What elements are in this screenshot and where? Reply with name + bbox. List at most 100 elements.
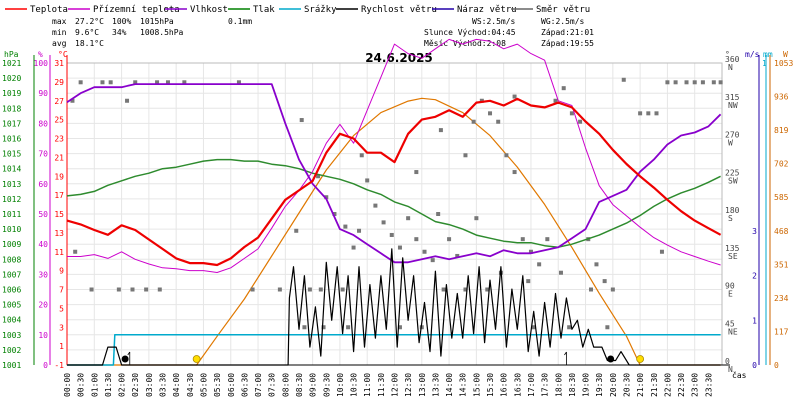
tick-pct: 30 bbox=[38, 270, 48, 279]
wind-dir-point bbox=[78, 80, 83, 85]
tick-time: 06:30 bbox=[240, 373, 249, 397]
tick-time: 17:00 bbox=[527, 373, 536, 397]
wind-dir-point bbox=[441, 287, 446, 292]
wind-dir-point bbox=[73, 249, 78, 254]
tick-time: 08:30 bbox=[295, 373, 304, 397]
stat-min-hum: 34% bbox=[112, 28, 127, 37]
gust-marker-head bbox=[127, 351, 131, 356]
tick-time: 22:00 bbox=[663, 373, 672, 397]
tick-dir: NW bbox=[728, 101, 738, 110]
tick-w: 702 bbox=[774, 160, 789, 169]
tick-time: 18:30 bbox=[568, 373, 577, 397]
tick-time: 00:00 bbox=[63, 373, 72, 397]
tick-hpa: 1012 bbox=[2, 195, 21, 204]
wind-dir-point bbox=[545, 237, 550, 242]
stat-sun-rise: Slunce Východ:04:45 bbox=[424, 28, 516, 37]
legend-label-2: Vlhkost bbox=[190, 5, 228, 15]
tick-time: 11:30 bbox=[377, 373, 386, 397]
unit-hpa: hPa bbox=[4, 50, 19, 59]
wind-dir-point bbox=[294, 228, 299, 233]
sun-marker bbox=[192, 355, 201, 363]
wind-dir-point bbox=[406, 216, 411, 221]
tick-c: 23 bbox=[54, 135, 64, 144]
wind-dir-point bbox=[155, 80, 160, 85]
tick-hpa: 1004 bbox=[2, 316, 21, 325]
tick-time: 04:30 bbox=[186, 373, 195, 397]
tick-pct: 80 bbox=[38, 119, 48, 128]
tick-hpa: 1017 bbox=[2, 119, 21, 128]
tick-w: 468 bbox=[774, 227, 789, 236]
wind-dir-point bbox=[318, 287, 323, 292]
legend: Teplota Přízemní teplota Vlhkost Tlak Srážky… bbox=[5, 5, 590, 15]
series-solar bbox=[67, 97, 721, 366]
wind-dir-point bbox=[605, 325, 610, 330]
tick-w: 1053 bbox=[774, 59, 793, 68]
tick-pct: 10 bbox=[38, 331, 48, 340]
tick-w: 234 bbox=[774, 294, 789, 303]
series-pressure bbox=[66, 158, 721, 248]
tick-dir: N bbox=[728, 365, 733, 374]
tick-hpa: 1015 bbox=[2, 150, 21, 159]
legend-label-6: Náraz větru bbox=[457, 5, 517, 15]
tick-mm: 1 bbox=[762, 59, 767, 68]
wind-dir-point bbox=[531, 325, 536, 330]
tick-hpa: 1008 bbox=[2, 255, 21, 264]
tick-deg: 315 bbox=[725, 93, 740, 102]
tick-time: 09:00 bbox=[309, 373, 318, 397]
wind-dir-point bbox=[357, 228, 362, 233]
wind-dir-point bbox=[299, 118, 304, 123]
wind-dir-point bbox=[144, 287, 149, 292]
tick-time: 16:00 bbox=[500, 373, 509, 397]
unit-ms: m/s bbox=[745, 50, 760, 59]
wind-dir-point bbox=[463, 153, 468, 158]
tick-time: 19:00 bbox=[582, 373, 591, 397]
tick-time: 02:00 bbox=[118, 373, 127, 397]
wind-dir-point bbox=[602, 279, 607, 284]
tick-time: 12:00 bbox=[391, 373, 400, 397]
tick-time: 07:30 bbox=[268, 373, 277, 397]
stat-ws: WS:2.5m/s bbox=[472, 17, 516, 26]
tick-w: 585 bbox=[774, 193, 789, 202]
tick-hpa: 1002 bbox=[2, 346, 21, 355]
wind-dir-point bbox=[165, 80, 170, 85]
wind-dir-point bbox=[343, 224, 348, 229]
tick-ms: 3 bbox=[752, 227, 757, 236]
tick-time: 05:00 bbox=[199, 373, 208, 397]
chart-title: 24.6.2025 bbox=[365, 51, 433, 65]
wind-dir-point bbox=[157, 287, 162, 292]
stat-moon-set: Západ:19:55 bbox=[541, 39, 594, 48]
stats-panel: max 27.2°C 100% 1015hPa 0.1mm min 9.6°C … bbox=[52, 17, 594, 48]
wind-dir-point bbox=[430, 258, 435, 263]
tick-time: 01:30 bbox=[104, 373, 113, 397]
wind-dir-point bbox=[133, 80, 138, 85]
wind-dir-point bbox=[684, 80, 689, 85]
wind-dir-point bbox=[526, 279, 531, 284]
wind-dir-point bbox=[236, 80, 241, 85]
wind-dir-point bbox=[455, 253, 460, 258]
wind-dir-point bbox=[108, 80, 113, 85]
tick-dir: SW bbox=[728, 176, 738, 185]
wind-dir-point bbox=[485, 287, 490, 292]
tick-c: 25 bbox=[54, 116, 64, 125]
tick-time: 18:00 bbox=[554, 373, 563, 397]
tick-w: 0 bbox=[774, 361, 779, 370]
wind-dir-point bbox=[373, 203, 378, 208]
tick-time: 22:30 bbox=[677, 373, 686, 397]
tick-hpa: 1005 bbox=[2, 301, 21, 310]
wind-dir-point bbox=[711, 80, 716, 85]
tick-dir: W bbox=[728, 139, 733, 148]
tick-c: 9 bbox=[59, 267, 64, 276]
tick-hpa: 1003 bbox=[2, 331, 21, 340]
wind-dir-point bbox=[569, 111, 574, 116]
wind-dir-point bbox=[397, 325, 402, 330]
tick-ms: 1 bbox=[752, 316, 757, 325]
tick-time: 10:30 bbox=[350, 373, 359, 397]
gust-marker-head bbox=[564, 351, 567, 356]
wind-dir-point bbox=[321, 325, 326, 330]
wind-dir-point bbox=[351, 245, 356, 250]
tick-time: 13:30 bbox=[431, 373, 440, 397]
stat-max-hum: 100% bbox=[112, 17, 131, 26]
axes: 1021102010191018101710161015101410131012… bbox=[2, 55, 793, 397]
